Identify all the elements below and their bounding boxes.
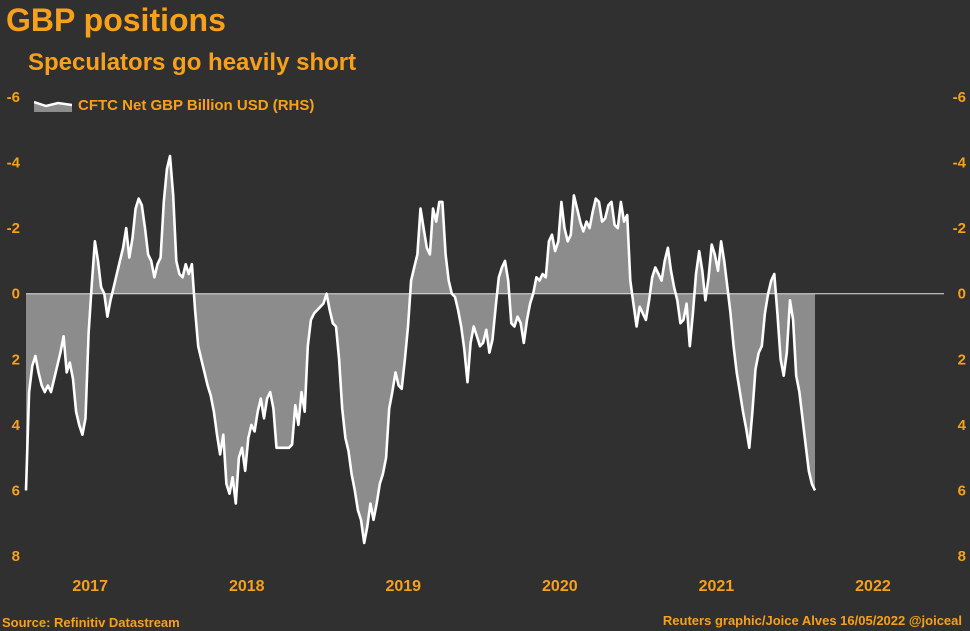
y-tick-label-left: 8 (12, 548, 20, 565)
chart-subtitle: Speculators go heavily short (28, 49, 357, 76)
y-tick-label-right: 6 (958, 482, 966, 499)
x-tick-label: 2017 (72, 578, 108, 595)
y-tick-label-right: -2 (953, 220, 966, 237)
source-note: Source: Refinitiv Datastream (2, 615, 180, 630)
y-tick-label-right: 4 (958, 417, 967, 434)
series-line (24, 154, 817, 545)
y-tick-label-left: 0 (12, 286, 20, 303)
series-area (26, 156, 815, 543)
legend: CFTC Net GBP Billion USD (RHS) (34, 97, 314, 114)
x-tick-label: 2021 (699, 578, 735, 595)
x-tick-label: 2020 (542, 578, 578, 595)
legend-label: CFTC Net GBP Billion USD (RHS) (78, 97, 315, 114)
y-tick-label-right: 2 (958, 351, 966, 368)
legend-swatch (34, 100, 72, 112)
y-tick-label-left: 6 (12, 482, 20, 499)
y-tick-label-left: -2 (7, 220, 20, 237)
y-tick-label-right: -4 (953, 155, 967, 172)
credit-note: Reuters graphic/Joice Alves 16/05/2022 @… (662, 613, 962, 628)
y-tick-label-right: -6 (953, 89, 966, 106)
y-tick-label-left: 2 (12, 351, 20, 368)
y-tick-label-left: -6 (7, 89, 20, 106)
x-tick-label: 2018 (229, 578, 265, 595)
y-tick-label-left: -4 (7, 155, 21, 172)
y-tick-label-right: 8 (958, 548, 966, 565)
chart-title: GBP positions (6, 2, 226, 38)
x-tick-label: 2019 (385, 578, 421, 595)
y-tick-label-left: 4 (12, 417, 21, 434)
y-tick-label-right: 0 (958, 286, 966, 303)
x-tick-label: 2022 (855, 578, 891, 595)
